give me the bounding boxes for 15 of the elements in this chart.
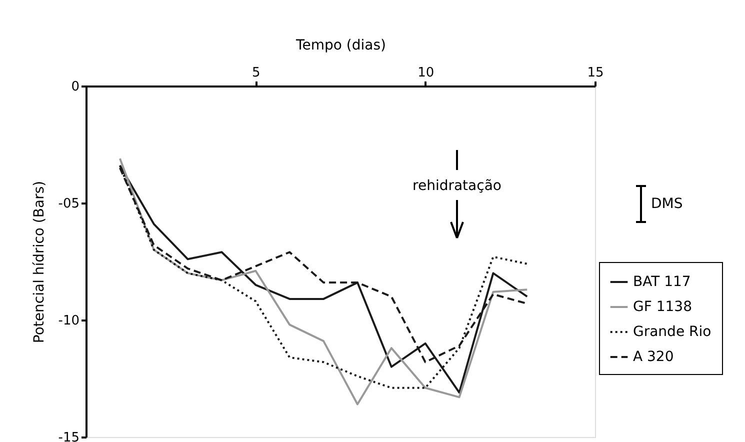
- annotation: rehidratação: [412, 178, 502, 194]
- x-tick-label: 15: [587, 66, 604, 80]
- x-tick-label: 5: [252, 66, 260, 80]
- legend-label: GF 1138: [633, 299, 692, 315]
- y-tick-label: -15: [58, 430, 80, 442]
- y-tick-label: 0: [71, 80, 80, 94]
- text: DMS: [651, 196, 683, 212]
- y-tick-label: -05: [58, 196, 80, 212]
- x-axis-title: Tempo (dias): [295, 38, 386, 54]
- legend-label: BAT 117: [633, 274, 691, 290]
- y-axis-title: Potencial hídrico (Bars): [31, 180, 48, 344]
- legend-label: A 320: [633, 349, 674, 365]
- y-tick-label: -10: [58, 314, 80, 328]
- x-tick-label: 10: [418, 66, 434, 80]
- legend-label: Grande Rio: [633, 324, 712, 340]
